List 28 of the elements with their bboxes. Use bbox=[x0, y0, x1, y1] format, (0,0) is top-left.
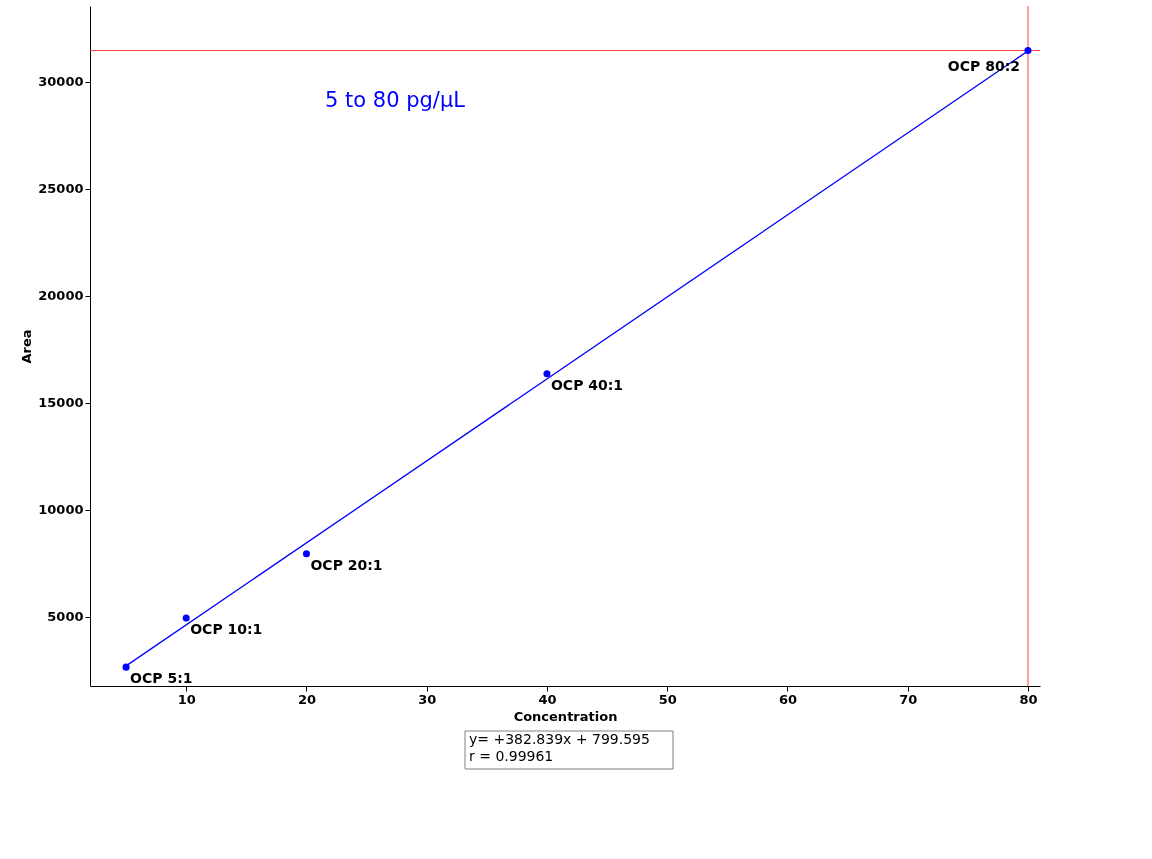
y-axis-title: Area bbox=[19, 329, 35, 364]
y-tick-label: 5000 bbox=[47, 609, 84, 625]
y-tick-label: 25000 bbox=[38, 181, 84, 197]
y-tick-label: 15000 bbox=[38, 395, 84, 411]
annotation: OCP 5:1 bbox=[130, 670, 193, 687]
annotation: OCP 20:1 bbox=[310, 556, 383, 573]
point bbox=[122, 663, 130, 671]
x-tick-label: 60 bbox=[778, 691, 798, 707]
point bbox=[182, 614, 190, 622]
y-tick-label: 10000 bbox=[38, 502, 84, 518]
text: y= +382.839x + 799.595 bbox=[469, 731, 650, 747]
y-tick-label: 20000 bbox=[38, 288, 84, 304]
x-tick-label: 70 bbox=[899, 691, 918, 707]
annotation: 5 to 80 pg/μL bbox=[325, 88, 466, 112]
point bbox=[543, 370, 551, 378]
x-tick-label: 30 bbox=[418, 691, 437, 707]
y-tick-label: 30000 bbox=[38, 74, 84, 90]
point bbox=[1024, 47, 1032, 55]
point bbox=[302, 550, 310, 558]
x-tick-label: 50 bbox=[658, 691, 677, 707]
x-tick-label: 40 bbox=[538, 691, 557, 707]
annotation: OCP 40:1 bbox=[550, 376, 624, 393]
x-tick-label: 10 bbox=[177, 691, 196, 707]
annotation: OCP 10:1 bbox=[190, 620, 263, 637]
x-axis-title: Concentration bbox=[513, 708, 618, 724]
text: r = 0.99961 bbox=[469, 748, 554, 764]
x-tick-label: 20 bbox=[297, 691, 316, 707]
x-tick-label: 80 bbox=[1019, 691, 1038, 707]
